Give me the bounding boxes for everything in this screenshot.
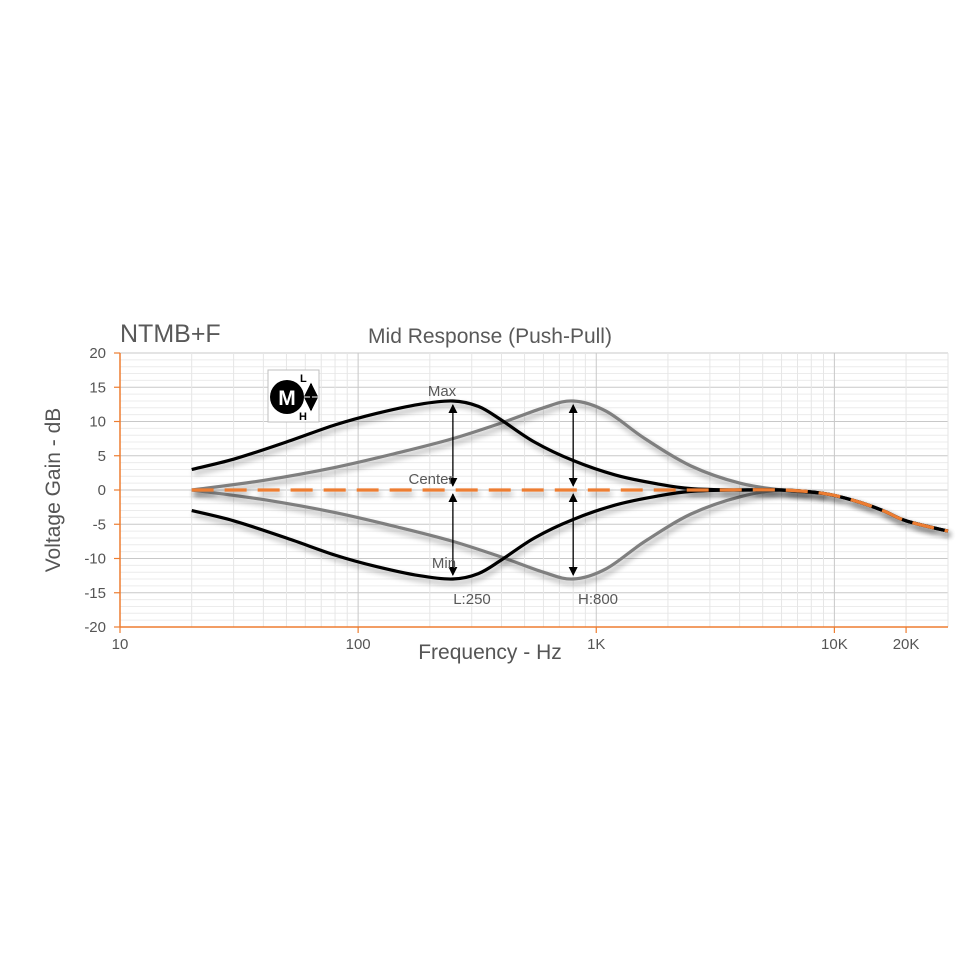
series-line-center <box>191 488 949 533</box>
chart-title: Mid Response (Push-Pull) <box>368 325 612 348</box>
series-line-high-min <box>191 488 824 581</box>
x-axis-title: Frequency - Hz <box>418 641 562 664</box>
y-tick-label: 0 <box>98 482 106 499</box>
x-tick-label: 1K <box>587 636 605 653</box>
x-tick-label: 100 <box>346 636 371 653</box>
y-tick-label: 15 <box>89 379 106 396</box>
annotation-max: Max <box>428 383 457 400</box>
knob-circle <box>270 380 304 414</box>
x-tick-label: 10K <box>821 636 848 653</box>
brand-label: NTMB+F <box>120 320 221 348</box>
range-arrows <box>448 404 578 576</box>
badge-bottom-label: H <box>299 411 307 423</box>
series-line-high-max <box>191 399 824 495</box>
y-tick-label: 20 <box>89 345 106 362</box>
annotation-min: Min <box>432 555 456 572</box>
mid-knob-icon: M L H <box>267 369 320 423</box>
y-axis-title: Voltage Gain - dB <box>42 408 65 573</box>
x-tick-label: 20K <box>893 636 920 653</box>
annotation-center: Center <box>408 471 453 488</box>
badge-top-label: L <box>300 373 307 385</box>
axes <box>114 352 948 633</box>
y-tick-label: 5 <box>98 448 106 465</box>
y-tick-label: 10 <box>89 414 106 431</box>
badge-letter: M <box>278 387 296 410</box>
annotation-high-freq: H:800 <box>578 591 618 608</box>
annotation-low-freq: L:250 <box>453 591 491 608</box>
y-tick-label: -10 <box>84 551 106 568</box>
y-tick-label: -20 <box>84 619 106 636</box>
tick-labels: 20 15 10 5 0 -5 -10 -15 -20 10 100 1K 10K 20K <box>84 345 919 653</box>
x-tick-label: 10 <box>112 636 129 653</box>
y-tick-label: -5 <box>93 516 106 533</box>
y-tick-label: -15 <box>84 585 106 602</box>
